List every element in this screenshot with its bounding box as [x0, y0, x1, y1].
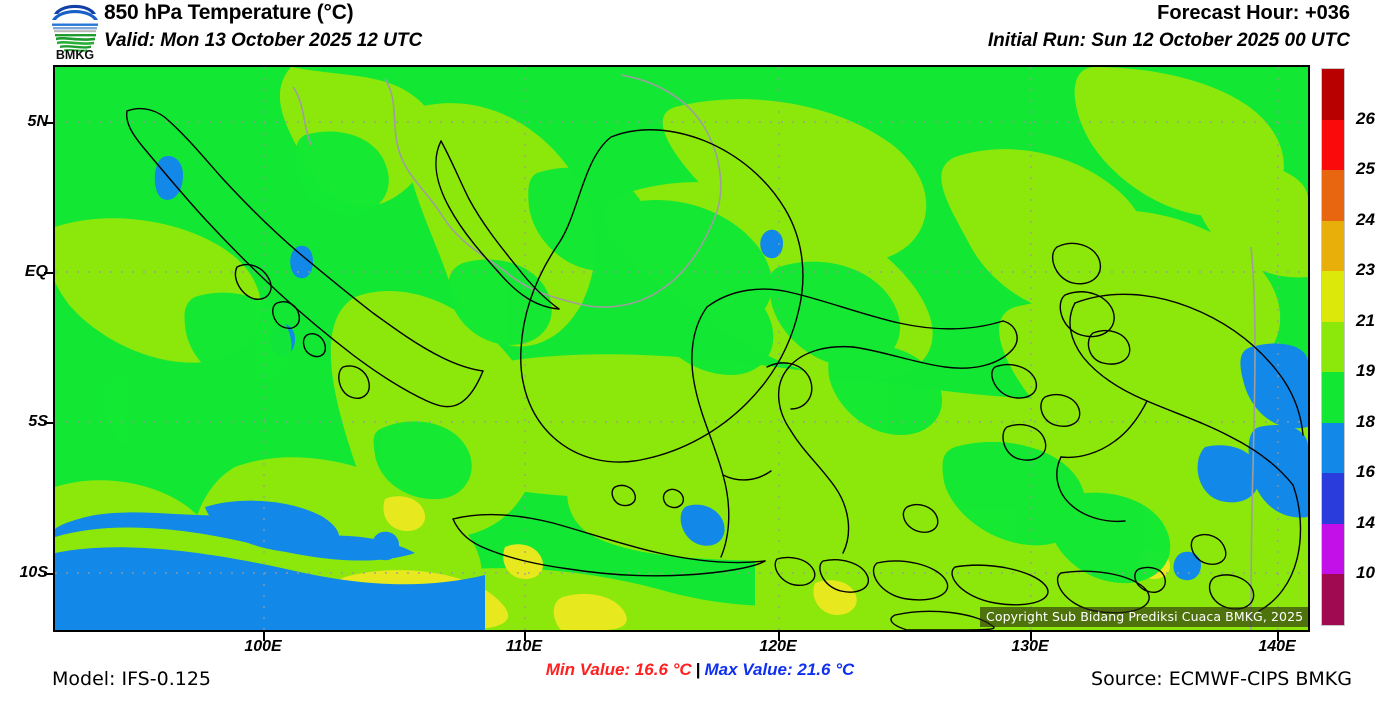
colorbar-label-16: 16	[1356, 462, 1375, 482]
colorbar-label-19: 19	[1356, 361, 1375, 381]
max-value-label: Max Value: 21.6 °C	[704, 660, 855, 679]
lat-tick-5n	[44, 122, 53, 124]
lon-tick-130e	[1030, 632, 1032, 641]
copyright-watermark: Copyright Sub Bidang Prediksi Cuaca BMKG…	[980, 607, 1308, 627]
lon-label-120e: 120E	[759, 638, 797, 655]
colorbar-segment-10	[1322, 523, 1344, 575]
min-max-values: Min Value: 16.6 °C | Max Value: 21.6 °C	[0, 660, 1400, 680]
lat-label-5s: 5S	[28, 413, 48, 430]
lon-label-140e: 140E	[1258, 638, 1296, 655]
model-label: Model: IFS-0.125	[52, 668, 211, 690]
min-value-label: Min Value: 16.6 °C	[545, 660, 692, 679]
colorbar-segment-18	[1322, 372, 1344, 423]
colorbar-segment-24	[1322, 170, 1344, 221]
header: BMKG 850 hPa Temperature (°C) Valid: Mon…	[0, 0, 1400, 62]
lon-tick-120e	[778, 632, 780, 641]
colorbar-segment-26	[1322, 69, 1344, 120]
colorbar-segment-23	[1322, 220, 1344, 272]
lon-label-130e: 130E	[1011, 638, 1049, 655]
lat-label-eq: EQ	[24, 263, 48, 280]
svg-text:BMKG: BMKG	[56, 48, 94, 60]
colorbar-segment-25	[1322, 119, 1344, 171]
lat-tick-eq	[44, 272, 53, 274]
lon-tick-100e	[263, 632, 265, 641]
initial-run-label: Initial Run: Sun 12 October 2025 00 UTC	[987, 30, 1350, 51]
forecast-map[interactable]: Copyright Sub Bidang Prediksi Cuaca BMKG…	[53, 65, 1310, 632]
colorbar-label-10: 10	[1356, 563, 1375, 583]
colorbar-label-24: 24	[1356, 209, 1375, 229]
lon-tick-140e	[1277, 632, 1279, 641]
valid-time-label: Valid: Mon 13 October 2025 12 UTC	[104, 30, 423, 51]
colorbar-label-25: 25	[1356, 159, 1375, 179]
lon-label-100e: 100E	[244, 638, 282, 655]
colorbar-segment-21	[1322, 271, 1344, 322]
colorbar-label-21: 21	[1356, 310, 1375, 330]
lat-tick-5s	[44, 422, 53, 424]
lon-tick-110e	[524, 632, 526, 641]
colorbar-label-26: 26	[1356, 108, 1375, 128]
lon-label-110e: 110E	[505, 638, 543, 655]
page-title: 850 hPa Temperature (°C)	[104, 1, 354, 24]
lat-label-5n: 5N	[27, 113, 48, 130]
colorbar-segment-lowest	[1322, 574, 1344, 625]
colorbar-label-18: 18	[1356, 411, 1375, 431]
temperature-colorbar[interactable]	[1321, 68, 1345, 626]
temperature-field	[55, 67, 1308, 630]
lat-tick-10s	[44, 573, 53, 575]
colorbar-segment-19	[1322, 321, 1344, 373]
min-max-separator: |	[695, 660, 701, 679]
colorbar-segment-14	[1322, 473, 1344, 524]
source-label: Source: ECMWF-CIPS BMKG	[1091, 668, 1352, 690]
colorbar-label-14: 14	[1356, 512, 1375, 532]
colorbar-label-23: 23	[1356, 260, 1375, 280]
forecast-hour-label: Forecast Hour: +036	[1157, 2, 1350, 24]
colorbar-segment-16	[1322, 422, 1344, 474]
lat-label-10s: 10S	[19, 564, 48, 581]
bmkg-logo-icon: BMKG	[44, 2, 106, 60]
